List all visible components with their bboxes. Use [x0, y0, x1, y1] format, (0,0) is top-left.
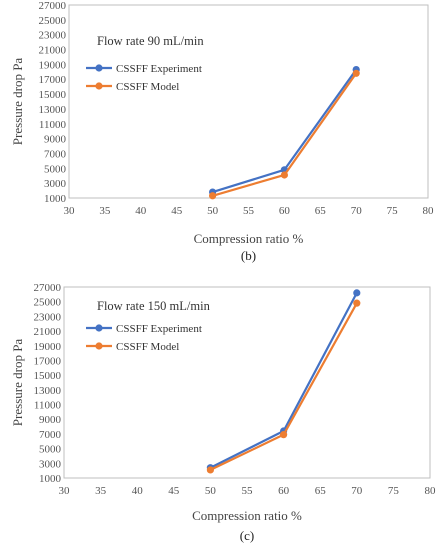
x-tick-label: 30 — [59, 485, 71, 497]
x-axis-title: Compression ratio % — [192, 508, 302, 523]
legend-marker — [95, 82, 103, 90]
y-tick-label: 15000 — [34, 370, 62, 382]
figure-caption: (c) — [240, 528, 254, 543]
x-tick-label: 40 — [132, 485, 144, 497]
x-tick-label: 65 — [315, 485, 327, 497]
legend-marker — [95, 342, 103, 350]
data-point — [206, 466, 214, 474]
y-tick-label: 1000 — [44, 193, 67, 205]
x-tick-label: 40 — [135, 205, 147, 217]
chart-b: 1000 3000 5000 7000 9000 11000 13000 15000 17000… — [10, 0, 434, 263]
series-line-model — [209, 302, 358, 471]
x-tick-label: 35 — [99, 205, 111, 217]
y-tick-label: 7000 — [44, 148, 67, 160]
x-tick-label: 70 — [351, 485, 363, 497]
x-tick-label: 75 — [388, 485, 400, 497]
y-tick-label: 27000 — [34, 282, 62, 294]
x-tick-label: 65 — [315, 205, 327, 217]
x-tick-label: 45 — [168, 485, 180, 497]
flow-rate-annotation: Flow rate 90 mL/min — [97, 34, 204, 48]
y-tick-label: 25000 — [34, 297, 62, 309]
y-tick-label: 15000 — [39, 89, 67, 101]
legend-label: CSSFF Model — [116, 341, 179, 353]
x-tick-label: 50 — [205, 485, 217, 497]
y-tick-label: 3000 — [39, 458, 62, 470]
x-tick-label: 45 — [171, 205, 183, 217]
y-tick-label: 23000 — [34, 311, 62, 323]
data-point — [353, 289, 361, 297]
chart-c: 1000 3000 5000 7000 9000 11000 13000 15000 17000… — [10, 282, 436, 543]
y-tick-label: 5000 — [39, 444, 62, 456]
data-point — [280, 171, 288, 179]
flow-rate-annotation: Flow rate 150 mL/min — [97, 299, 211, 313]
x-tick-label: 70 — [351, 205, 363, 217]
y-tick-label: 1000 — [39, 473, 62, 485]
x-tick-label: 75 — [387, 205, 399, 217]
y-tick-label: 19000 — [39, 59, 67, 71]
y-tick-label: 25000 — [39, 15, 67, 27]
y-tick-label: 9000 — [39, 414, 62, 426]
y-tick-label: 17000 — [39, 74, 67, 86]
y-tick-label: 3000 — [44, 178, 67, 190]
y-tick-label: 27000 — [39, 0, 67, 12]
legend-marker — [95, 64, 103, 72]
x-tick-label: 55 — [242, 485, 254, 497]
y-tick-label: 5000 — [44, 163, 67, 175]
y-tick-label: 21000 — [34, 326, 62, 338]
data-point — [209, 192, 217, 200]
y-tick-label: 11000 — [39, 119, 67, 131]
y-tick-label: 21000 — [39, 45, 67, 57]
legend-label: CSSFF Experiment — [116, 323, 202, 335]
y-tick-label: 7000 — [39, 429, 62, 441]
y-tick-label: 13000 — [34, 385, 62, 397]
y-tick-label: 11000 — [34, 400, 62, 412]
y-tick-label: 9000 — [44, 134, 67, 146]
y-axis-title: Pressure drop Pa — [10, 58, 25, 146]
x-tick-label: 50 — [207, 205, 219, 217]
y-tick-label: 23000 — [39, 30, 67, 42]
legend-label: CSSFF Experiment — [116, 63, 202, 75]
x-tick-label: 60 — [279, 205, 291, 217]
y-tick-label: 17000 — [34, 355, 62, 367]
figure-caption: (b) — [241, 248, 256, 263]
x-tick-label: 80 — [423, 205, 435, 217]
y-axis-title: Pressure drop Pa — [10, 339, 25, 427]
data-point — [280, 431, 288, 439]
x-tick-label: 60 — [278, 485, 290, 497]
data-point — [353, 299, 361, 307]
y-tick-label: 13000 — [39, 104, 67, 116]
legend-marker — [95, 324, 103, 332]
x-axis-title: Compression ratio % — [194, 231, 304, 246]
x-tick-label: 80 — [425, 485, 437, 497]
plot-frame — [68, 4, 429, 199]
legend-label: CSSFF Model — [116, 81, 179, 93]
series-line-experiment — [209, 292, 358, 469]
x-tick-label: 35 — [95, 485, 107, 497]
data-point — [352, 69, 360, 77]
x-tick-label: 30 — [64, 205, 76, 217]
plot-frame — [63, 286, 431, 479]
x-tick-label: 55 — [243, 205, 255, 217]
y-tick-label: 19000 — [34, 341, 62, 353]
